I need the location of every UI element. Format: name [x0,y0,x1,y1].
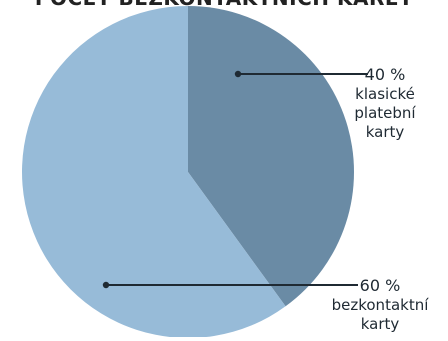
chart-title: POČET BEZKONTAKTNÍCH KARET [0,0,448,10]
data-label-value-2: 60 % [360,276,401,295]
data-label-text-1-3: karty [366,123,405,141]
pie-slice-1 [188,6,355,307]
data-label-text-1-2: platební [354,104,416,122]
pie-slice-2 [22,6,286,338]
data-label-value-1: 40 % [365,65,406,84]
leader-dot-1 [234,70,242,78]
data-label-text-2-1: bezkontaktní [332,296,430,314]
data-label-text-2-2: karty [361,315,400,333]
leader-dot-2 [102,281,110,289]
data-label-text-1-1: klasické [355,85,415,103]
